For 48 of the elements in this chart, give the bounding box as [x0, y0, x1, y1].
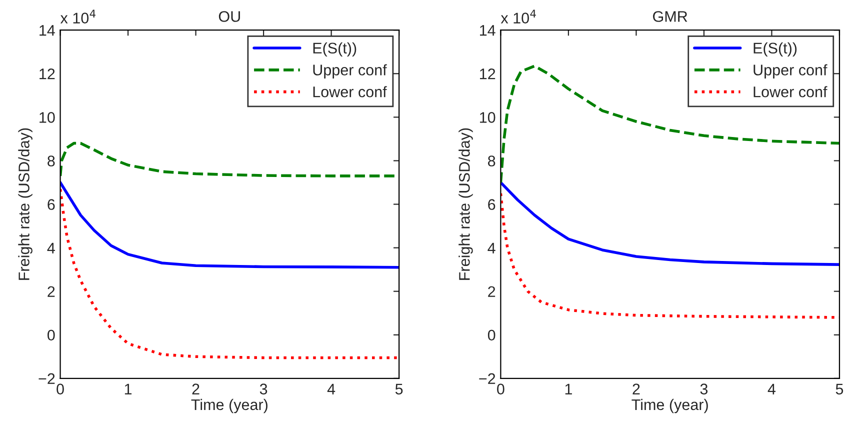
legend-label: Upper conf: [313, 64, 387, 78]
x-tick-label: 3: [700, 384, 708, 394]
x-tick-label: 1: [565, 384, 572, 394]
x-tick-label: 2: [632, 384, 640, 394]
legend-label: E(S(t)): [754, 42, 797, 57]
x-tick-label: 5: [395, 384, 403, 394]
text: x 10$^{4}$: [60, 10, 96, 24]
x-tick-label: 0: [56, 384, 64, 394]
x-tick-label: 1: [124, 384, 132, 394]
line-series: [500, 181, 840, 266]
y-tick-label: 4: [47, 242, 55, 254]
chart-title: OU: [218, 11, 240, 22]
y-tick-label: 2: [48, 286, 55, 297]
x-axis-title: Time (year): [191, 398, 268, 414]
text: x 10$^{4}$: [500, 10, 536, 24]
legend-label: Lower conf: [313, 86, 387, 98]
y-tick-label: 2: [488, 286, 496, 297]
y-tick-label: 8: [48, 156, 55, 166]
legend-label: E(S(t)): [313, 42, 356, 57]
x-tick-label: 0: [497, 384, 504, 394]
y-tick-label: −2: [38, 373, 55, 384]
y-tick-label: 12: [480, 68, 496, 80]
x-axis-title: Time (year): [632, 398, 708, 414]
y-tick-label: 14: [480, 25, 496, 36]
x-tick-label: 4: [327, 384, 336, 394]
x-tick-label: 4: [768, 384, 776, 394]
y-tick-label: 6: [48, 199, 55, 210]
y-tick-label: 4: [488, 242, 496, 254]
y-tick-label: 6: [488, 199, 496, 210]
y-axis-title: Freight rate (USD/day): [18, 128, 32, 280]
y-tick-label: 0: [48, 330, 55, 341]
y-tick-label: 10: [480, 112, 496, 123]
legend-label: Upper conf: [754, 64, 828, 78]
y-tick-label: −2: [479, 373, 496, 384]
chart-title: GMR: [653, 11, 688, 22]
y-tick-label: 0: [488, 330, 496, 341]
y-tick-label: 12: [40, 68, 55, 80]
y-tick-label: 10: [40, 112, 55, 123]
line-series: [500, 64, 840, 184]
line-series: [60, 188, 400, 360]
y-tick-label: 8: [488, 156, 496, 166]
legend-label: Lower conf: [754, 86, 828, 98]
line-series: [60, 181, 400, 269]
y-tick-label: 14: [40, 25, 55, 36]
y-axis-title: Freight rate (USD/day): [458, 128, 473, 280]
x-tick-label: 2: [192, 384, 200, 394]
x-tick-label: 3: [260, 384, 268, 394]
x-tick-label: 5: [836, 384, 844, 394]
